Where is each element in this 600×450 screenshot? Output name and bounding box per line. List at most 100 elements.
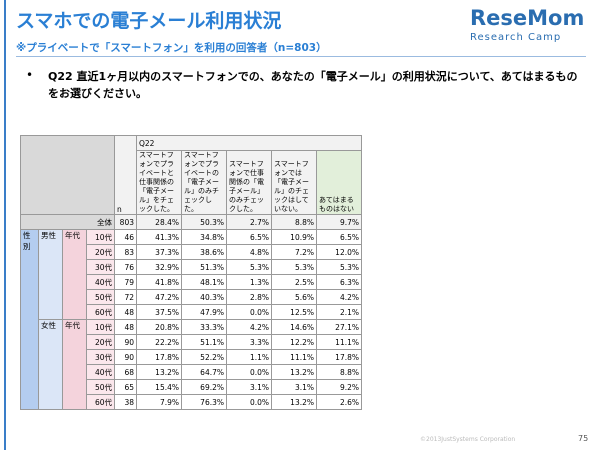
data-cell: 68 [114,364,137,380]
data-cell: 5.6% [271,289,317,305]
data-cell: 0.0% [226,304,272,320]
data-cell: 3.3% [226,334,272,350]
data-cell: 6.5% [226,229,272,245]
data-cell: 40.3% [181,289,227,305]
gender-label: 女性 [38,319,63,410]
data-cell: 1.1% [226,349,272,365]
data-cell: 3.1% [271,379,317,395]
data-cell: 48.1% [181,274,227,290]
column-header: あてはまるものはない [316,150,362,215]
total-cell: 2.7% [226,214,272,230]
data-cell: 11.1% [316,334,362,350]
subtitle: ※プライベートで「スマートフォン」を利用の回答者（n=803） [16,42,327,54]
table-row: 20代 90 22.2% 51.1% 3.3% 12.2% 11.1% [21,334,362,350]
total-cell: 8.8% [271,214,317,230]
table-row: 30代 90 17.8% 52.2% 1.1% 11.1% 17.8% [21,349,362,365]
total-cell: 9.7% [316,214,362,230]
table-row: 40代 79 41.8% 48.1% 1.3% 2.5% 6.3% [21,274,362,290]
data-cell: 52.2% [181,349,227,365]
data-cell: 33.3% [181,319,227,335]
data-cell: 65 [114,379,137,395]
table-row: n Q22 [20,135,362,215]
data-cell: 13.2% [271,364,317,380]
page-number: 75 [578,434,589,443]
data-cell: 5.3% [316,259,362,275]
age-label: 10代 [86,229,115,245]
table-row: 20代 83 37.3% 38.6% 4.8% 7.2% 12.0% [21,244,362,260]
data-table: n Q22 スマートフォンでプライベートと仕事関係の「電子メール」をチェックした。ス… [20,135,362,410]
divider [16,56,586,57]
data-cell: 2.8% [226,289,272,305]
data-cell: 48 [114,304,137,320]
data-cell: 22.2% [136,334,182,350]
data-cell: 41.3% [136,229,182,245]
table-row: 全体 803 28.4% 50.3% 2.7% 8.8% 9.7% [20,214,362,230]
data-cell: 27.1% [316,319,362,335]
edge-bar [4,0,6,450]
data-cell: 1.3% [226,274,272,290]
question: Q22 直近1ヶ月以内のスマートフォンでの、あなたの「電子メール」の利用状況につ… [48,70,578,100]
data-cell: 51.1% [181,334,227,350]
data-cell: 11.1% [271,349,317,365]
copyright: ©2013JustSystems Corporation [420,436,516,443]
data-cell: 83 [114,244,137,260]
data-cell: 47.2% [136,289,182,305]
data-cell: 9.2% [316,379,362,395]
data-cell: 2.6% [316,394,362,410]
column-header: スマートフォンでは「電子メール」のチェックはしていない。 [271,150,317,215]
total-label: 全体 [20,214,115,230]
data-cell: 5.3% [271,259,317,275]
age-label: 40代 [86,364,115,380]
q-label: Q22 [136,135,362,151]
data-cell: 79 [114,274,137,290]
age-label: 50代 [86,379,115,395]
data-cell: 47.9% [181,304,227,320]
data-cell: 13.2% [271,394,317,410]
data-cell: 10.9% [271,229,317,245]
n-header: n [114,135,137,215]
data-cell: 2.5% [271,274,317,290]
logo: ResеMom [470,6,585,30]
sex-label: 性別 [20,229,39,410]
data-cell: 6.3% [316,274,362,290]
data-cell: 38.6% [181,244,227,260]
data-cell: 4.2% [226,319,272,335]
table-row: 50代 65 15.4% 69.2% 3.1% 3.1% 9.2% [21,379,362,395]
table-row: 40代 68 13.2% 64.7% 0.0% 13.2% 8.8% [21,364,362,380]
data-cell: 4.2% [316,289,362,305]
age-label: 10代 [86,319,115,335]
age-label: 60代 [86,304,115,320]
gender-label: 男性 [38,229,63,320]
data-cell: 7.9% [136,394,182,410]
data-cell: 0.0% [226,394,272,410]
column-header: スマートフォンでプライベートと仕事関係の「電子メール」をチェックした。 [136,150,182,215]
data-cell: 37.3% [136,244,182,260]
data-cell: 37.5% [136,304,182,320]
data-cell: 6.5% [316,229,362,245]
data-cell: 72 [114,289,137,305]
age-label: 30代 [86,349,115,365]
data-cell: 12.5% [271,304,317,320]
data-cell: 76.3% [181,394,227,410]
total-cell: 28.4% [136,214,182,230]
data-cell: 17.8% [316,349,362,365]
data-cell: 34.8% [181,229,227,245]
table-row: 60代 38 7.9% 76.3% 0.0% 13.2% 2.6% [21,394,362,410]
data-cell: 8.8% [316,364,362,380]
data-cell: 90 [114,349,137,365]
data-cell: 12.0% [316,244,362,260]
data-cell: 48 [114,319,137,335]
corner-cell [20,135,115,215]
data-cell: 2.1% [316,304,362,320]
data-cell: 15.4% [136,379,182,395]
table-row: スマートフォンでプライベートと仕事関係の「電子メール」をチェックした。 スマートフ… [21,150,362,215]
data-cell: 3.1% [226,379,272,395]
age-header: 年代 [62,319,87,410]
age-label: 20代 [86,334,115,350]
data-cell: 7.2% [271,244,317,260]
column-header: スマートフォンで仕事関係の「電子メール」のみチェックした。 [226,150,272,215]
data-cell: 76 [114,259,137,275]
data-cell: 0.0% [226,364,272,380]
data-cell: 90 [114,334,137,350]
